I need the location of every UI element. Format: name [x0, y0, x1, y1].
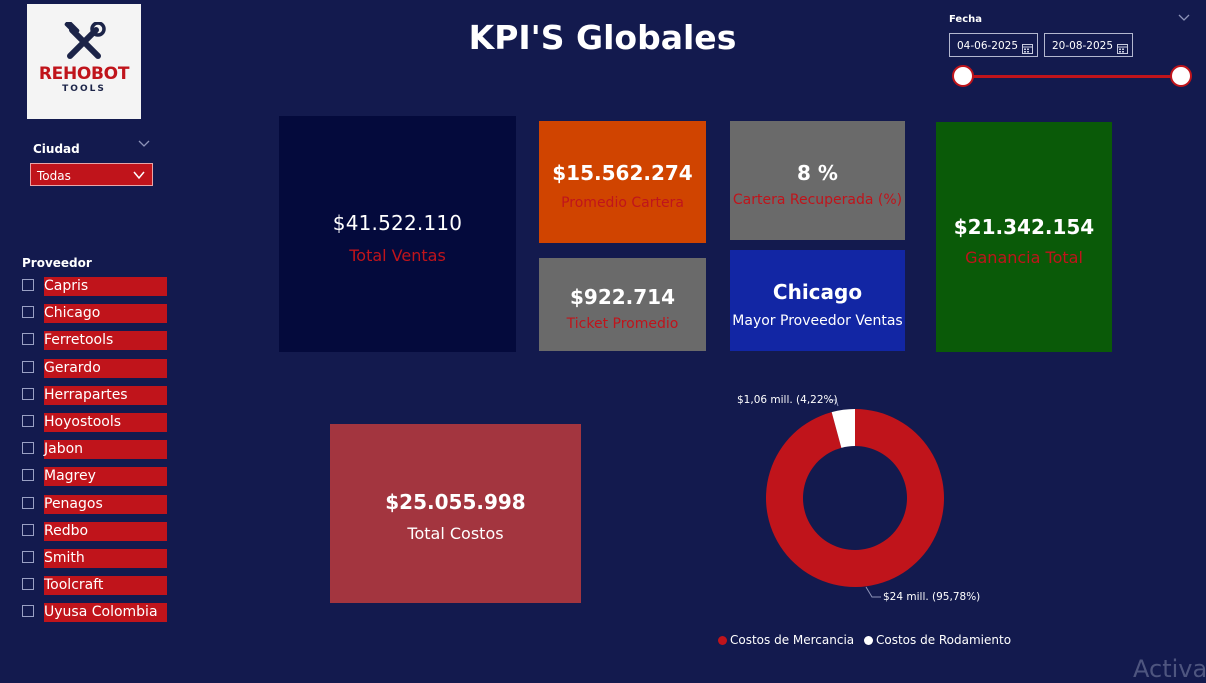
proveedor-bar: [44, 467, 167, 487]
ciudad-label: Ciudad: [33, 142, 80, 156]
donut-slice-1[interactable]: [831, 409, 855, 448]
checkbox[interactable]: [22, 578, 34, 591]
kpi-card-total-costos: $25.055.998 Total Costos: [330, 424, 581, 603]
chevron-down-icon: [132, 167, 146, 186]
kpi-label: Total Costos: [407, 524, 504, 543]
checkbox[interactable]: [22, 469, 34, 482]
proveedor-label: Proveedor: [22, 256, 92, 270]
company-logo: REHOBOT TOOLS: [27, 4, 141, 119]
checkbox[interactable]: [22, 442, 34, 455]
checkbox[interactable]: [22, 551, 34, 563]
ciudad-dropdown[interactable]: Todas: [30, 163, 153, 186]
kpi-value: $25.055.998: [385, 490, 526, 514]
costos-donut-chart[interactable]: $24 mill. (95,78%) $1,06 mill. (4,22%): [700, 380, 1020, 620]
kpi-card-cartera-recuperada: 8 % Cartera Recuperada (%): [730, 121, 905, 240]
proveedor-bar: [44, 331, 167, 351]
proveedor-bar: [44, 521, 167, 541]
legend-item-mercancia[interactable]: Costos de Mercancia: [718, 633, 854, 647]
kpi-value: $15.562.274: [552, 161, 693, 185]
kpi-label: Ticket Promedio: [566, 316, 679, 332]
checkbox[interactable]: [22, 279, 34, 291]
proveedor-label: Ferretools: [44, 332, 114, 349]
proveedor-bar: [44, 494, 167, 514]
kpi-label: Total Ventas: [349, 246, 446, 265]
kpi-card-promedio-cartera: $15.562.274 Promedio Cartera: [539, 121, 706, 243]
donut-slice-0[interactable]: [766, 409, 944, 587]
donut-data-label: $1,06 mill. (4,22%): [737, 394, 838, 406]
kpi-label: Cartera Recuperada (%): [732, 192, 903, 208]
proveedor-bar: [44, 385, 167, 405]
kpi-value: $21.342.154: [953, 215, 1095, 239]
fecha-start-input[interactable]: 04-06-2025: [949, 33, 1038, 57]
proveedor-bar: [44, 277, 167, 296]
proveedor-label: Jabon: [44, 441, 84, 458]
logo-sub: TOOLS: [62, 84, 106, 94]
fecha-slider-track[interactable]: [964, 75, 1181, 78]
legend-label: Costos de Rodamiento: [875, 633, 1012, 647]
proveedor-label: Herrapartes: [44, 386, 128, 403]
fecha-end-value: 20-08-2025: [1052, 40, 1114, 52]
fecha-slider-start-handle[interactable]: [952, 65, 974, 87]
kpi-card-ticket-promedio: $922.714 Ticket Promedio: [539, 258, 706, 351]
logo-brand: REHOBOT: [38, 64, 130, 84]
ciudad-collapse-chevron-icon[interactable]: [138, 138, 150, 150]
proveedor-bar: [44, 358, 167, 378]
proveedor-label: Magrey: [44, 468, 96, 485]
fecha-label: Fecha: [949, 14, 983, 25]
proveedor-label: Chicago: [44, 305, 101, 322]
legend-label: Costos de Mercancia: [730, 633, 855, 647]
activation-watermark: Activa: [1133, 655, 1206, 683]
donut-svg[interactable]: [700, 380, 1020, 620]
calendar-icon[interactable]: [1022, 39, 1033, 58]
page-title: KPI'S Globales: [468, 18, 737, 57]
kpi-card-ganancia-total: $21.342.154 Ganancia Total: [936, 122, 1112, 352]
legend-item-rodamiento[interactable]: Costos de Rodamiento: [863, 633, 1012, 647]
legend-dot: [718, 636, 727, 645]
proveedor-bar: [44, 440, 167, 460]
proveedor-label: Redbo: [44, 522, 89, 539]
proveedor-label: Uyusa Colombia: [44, 604, 158, 621]
proveedor-label: Capris: [44, 278, 89, 294]
checkbox[interactable]: [22, 523, 34, 536]
checkbox[interactable]: [22, 360, 34, 373]
calendar-icon[interactable]: [1117, 39, 1128, 58]
checkbox[interactable]: [22, 333, 34, 346]
fecha-start-value: 04-06-2025: [957, 40, 1019, 52]
proveedor-label: Penagos: [44, 495, 103, 512]
checkbox[interactable]: [22, 605, 34, 618]
checkbox[interactable]: [22, 496, 34, 509]
proveedor-bar: [44, 413, 167, 432]
fecha-collapse-chevron-icon[interactable]: [1178, 12, 1190, 25]
kpi-value: Chicago: [772, 280, 863, 304]
ciudad-selected-value: Todas: [37, 169, 71, 183]
proveedor-bar: [44, 549, 167, 568]
fecha-slider-end-handle[interactable]: [1170, 65, 1192, 87]
proveedor-label: Toolcraft: [44, 577, 104, 594]
kpi-card-mayor-proveedor: Chicago Mayor Proveedor Ventas: [730, 250, 905, 351]
kpi-label: Ganancia Total: [965, 248, 1083, 267]
proveedor-bar: [44, 304, 167, 324]
legend-dot: [863, 636, 873, 645]
proveedor-label: Gerardo: [44, 359, 101, 376]
proveedor-label: Smith: [44, 550, 85, 566]
tools-icon: [64, 22, 106, 59]
checkbox[interactable]: [22, 415, 34, 427]
kpi-value: $922.714: [569, 285, 675, 309]
donut-data-label: $24 mill. (95,78%): [883, 591, 981, 603]
kpi-value: 8 %: [797, 161, 838, 185]
checkbox[interactable]: [22, 306, 34, 319]
kpi-label: Promedio Cartera: [561, 195, 684, 211]
fecha-end-input[interactable]: 20-08-2025: [1044, 33, 1133, 57]
kpi-label: Mayor Proveedor Ventas: [732, 313, 903, 329]
kpi-card-total-ventas: $41.522.110 Total Ventas: [279, 116, 516, 352]
kpi-value: $41.522.110: [332, 211, 463, 235]
proveedor-label: Hoyostools: [44, 414, 122, 430]
leader-line-small: [829, 399, 839, 407]
leader-line-large: [865, 586, 881, 598]
donut-legend: Costos de Mercancia Costos de Rodamiento: [718, 633, 1017, 647]
proveedor-bar: [44, 603, 167, 623]
checkbox[interactable]: [22, 387, 34, 400]
proveedor-bar: [44, 576, 167, 596]
